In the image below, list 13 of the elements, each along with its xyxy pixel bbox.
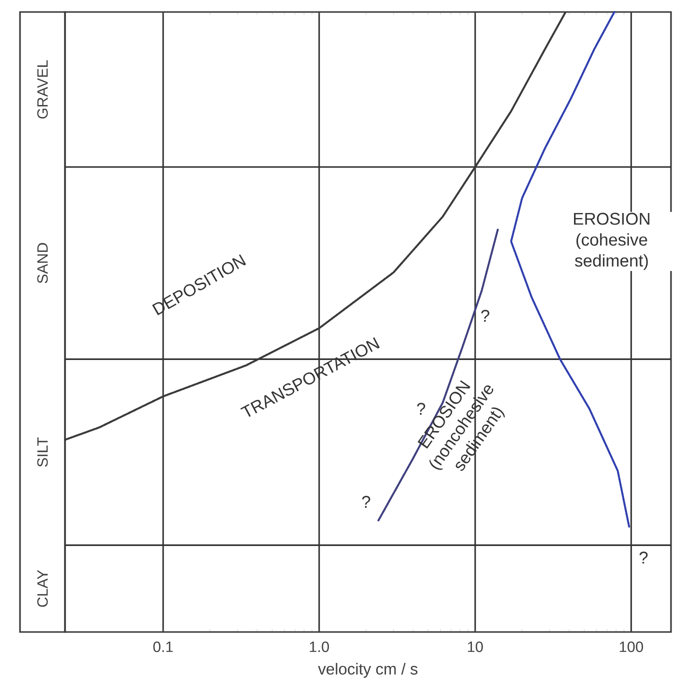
x-tick-label: 1.0: [310, 641, 329, 652]
text: SILT: [37, 437, 48, 467]
annotation: ?: [481, 310, 490, 322]
x-tick-label: 10: [468, 641, 483, 652]
annotation: ?: [362, 496, 370, 508]
text: CLAY: [37, 570, 48, 607]
x-tick-label: 100: [620, 641, 644, 652]
x-tick-label: 0.1: [153, 641, 173, 652]
text: GRAVEL: [37, 60, 48, 119]
annotation: EROSION (cohesive sediment): [574, 212, 650, 270]
annotation: ?: [640, 552, 648, 564]
text: SAND: [37, 243, 48, 284]
x-axis-title: velocity cm / s: [318, 662, 418, 678]
